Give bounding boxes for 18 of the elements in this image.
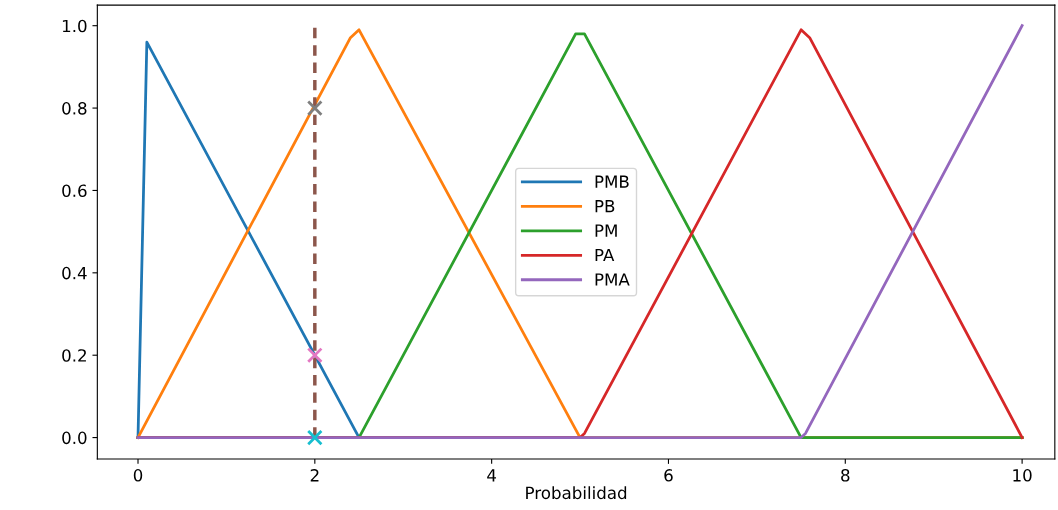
x-axis-title: Probabilidad: [526, 486, 627, 500]
legend-label: PMA: [595, 273, 630, 286]
y-tick-label: 0.6: [62, 184, 87, 198]
x-tick-label: 2: [310, 469, 319, 482]
x-tick-label: 6: [664, 469, 673, 482]
x-tick-label: 0: [133, 469, 143, 482]
x-tick-label: 4: [487, 469, 497, 482]
legend-label: PM: [595, 224, 617, 237]
y-tick-label: 0.2: [62, 349, 86, 362]
y-tick-label: 0.4: [62, 266, 87, 280]
legend-label: PA: [595, 248, 615, 262]
y-tick-label: 0.8: [62, 102, 87, 115]
y-tick-label: 0.0: [62, 431, 87, 445]
x-tick-label: 8: [841, 469, 850, 482]
y-tick-label: 1.0: [62, 19, 87, 33]
legend-label: PMB: [595, 175, 629, 188]
x-tick-label: 10: [1013, 469, 1032, 482]
legend-label: PB: [595, 200, 615, 213]
